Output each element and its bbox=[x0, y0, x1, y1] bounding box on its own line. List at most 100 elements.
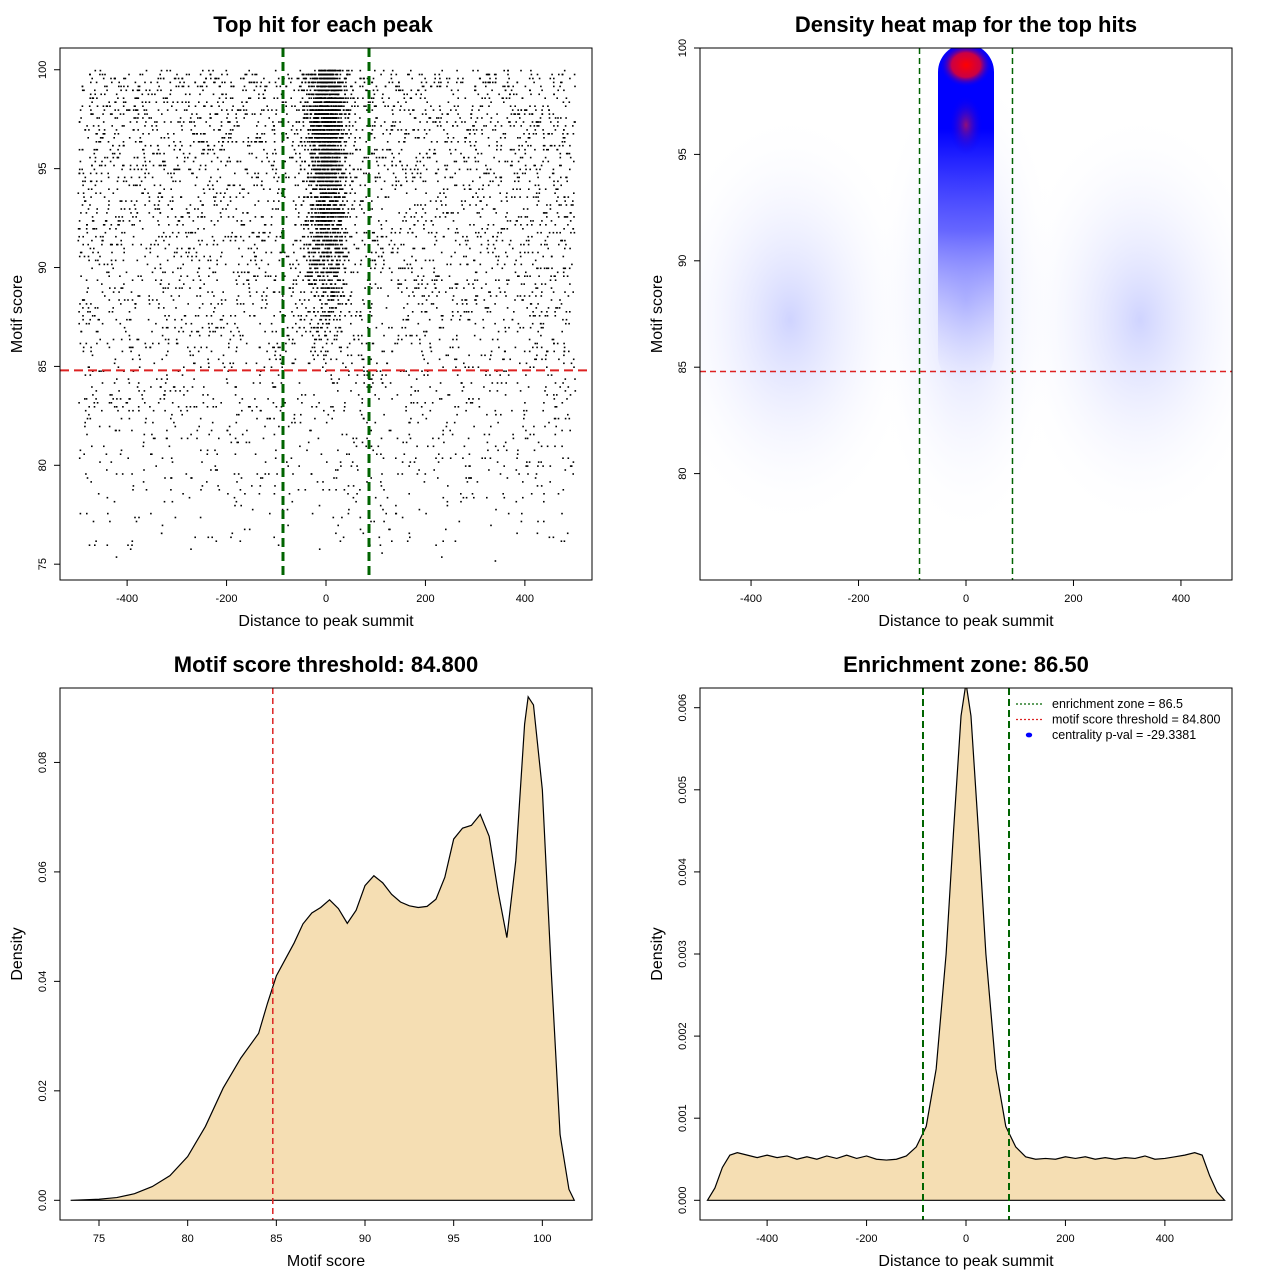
scatter-point bbox=[491, 382, 494, 384]
scatter-point bbox=[333, 156, 336, 159]
scatter-point bbox=[552, 81, 555, 84]
scatter-point bbox=[181, 129, 183, 131]
scatter-point bbox=[206, 449, 209, 452]
scatter-point bbox=[517, 216, 520, 218]
scatter-point bbox=[168, 243, 170, 246]
scatter-point bbox=[360, 354, 363, 357]
scatter-point bbox=[508, 243, 511, 246]
scatter-point bbox=[564, 125, 567, 127]
scatter-point bbox=[381, 247, 384, 250]
scatter-point bbox=[495, 176, 497, 179]
scatter-point bbox=[454, 540, 457, 542]
scatter-point bbox=[343, 295, 346, 297]
scatter-point bbox=[335, 172, 337, 175]
scatter-point bbox=[478, 406, 481, 408]
scatter-point bbox=[285, 101, 287, 103]
scatter-point bbox=[134, 208, 137, 210]
scatter-point bbox=[188, 216, 191, 218]
scatter-point bbox=[195, 406, 198, 408]
scatter-point bbox=[275, 330, 277, 333]
scatter-point bbox=[300, 129, 302, 131]
scatter-point bbox=[191, 259, 193, 262]
scatter-point bbox=[382, 101, 385, 103]
scatter-point bbox=[520, 263, 523, 266]
scatter-point bbox=[187, 303, 189, 305]
scatter-point bbox=[537, 465, 539, 467]
scatter-point bbox=[399, 160, 402, 163]
scatter-point bbox=[167, 172, 169, 175]
scatter-point bbox=[114, 259, 117, 262]
scatter-point bbox=[424, 287, 427, 289]
scatter-point bbox=[242, 224, 244, 226]
scatter-point bbox=[347, 354, 349, 357]
scatter-point bbox=[255, 137, 258, 139]
scatter-point bbox=[234, 386, 237, 388]
scatter-point bbox=[404, 279, 407, 281]
scatter-point bbox=[166, 374, 168, 376]
scatter-point bbox=[307, 275, 310, 277]
scatter-point bbox=[115, 235, 117, 238]
scatter-point bbox=[295, 259, 298, 262]
scatter-point bbox=[174, 216, 177, 218]
scatter-point bbox=[301, 235, 304, 238]
scatter-point bbox=[77, 192, 80, 194]
scatter-point bbox=[107, 141, 110, 143]
scatter-point bbox=[376, 176, 379, 179]
scatter-point bbox=[198, 141, 201, 143]
scatter-point bbox=[495, 413, 497, 416]
scatter-point bbox=[467, 129, 469, 131]
scatter-point bbox=[526, 465, 529, 467]
scatter-point bbox=[375, 156, 378, 159]
scatter-point bbox=[433, 271, 435, 274]
scatter-point bbox=[273, 133, 276, 135]
scatter-point bbox=[434, 216, 437, 218]
scatter-point bbox=[176, 224, 179, 226]
scatter-point bbox=[106, 156, 109, 159]
scatter-point bbox=[200, 216, 203, 218]
scatter-point bbox=[506, 81, 509, 84]
scatter-point bbox=[534, 315, 536, 317]
scatter-point bbox=[122, 406, 124, 408]
scatter-point bbox=[134, 81, 137, 84]
scatter-point bbox=[424, 89, 427, 92]
scatter-point bbox=[123, 208, 126, 210]
scatter-point bbox=[119, 453, 122, 455]
scatter-point bbox=[97, 251, 99, 254]
scatter-point bbox=[118, 429, 121, 432]
scatter-point bbox=[487, 81, 489, 84]
scatter-point bbox=[230, 235, 233, 238]
scatter-point bbox=[342, 208, 344, 210]
scatter-point bbox=[361, 129, 364, 131]
scatter-point bbox=[352, 485, 355, 487]
scatter-point bbox=[161, 457, 164, 459]
scatter-point bbox=[245, 342, 248, 345]
scatter-point bbox=[335, 208, 338, 210]
scatter-point bbox=[310, 326, 313, 329]
scatter-point bbox=[128, 208, 131, 210]
scatter-point bbox=[494, 129, 497, 131]
scatter-point bbox=[209, 148, 211, 151]
scatter-point bbox=[281, 141, 284, 143]
scatter-point bbox=[481, 105, 484, 107]
scatter-point bbox=[212, 148, 214, 151]
scatter-point bbox=[488, 433, 491, 436]
scatter-points bbox=[77, 69, 577, 562]
scatter-point bbox=[528, 295, 531, 297]
scatter-point bbox=[390, 231, 393, 234]
scatter-point bbox=[202, 141, 204, 143]
scatter-point bbox=[99, 461, 101, 463]
scatter-point bbox=[355, 311, 358, 313]
scatter-point bbox=[143, 152, 145, 155]
scatter-point bbox=[292, 287, 294, 289]
scatter-point bbox=[207, 362, 210, 365]
scatter-point bbox=[508, 279, 510, 281]
scatter-point bbox=[473, 125, 475, 127]
scatter-point bbox=[214, 196, 217, 198]
scatter-point bbox=[226, 117, 228, 119]
scatter-point bbox=[530, 73, 533, 76]
scatter-point bbox=[547, 267, 550, 270]
scatter-point bbox=[413, 461, 416, 463]
scatter-point bbox=[367, 326, 369, 329]
scatter-point bbox=[194, 315, 197, 317]
scatter-point bbox=[536, 532, 539, 535]
